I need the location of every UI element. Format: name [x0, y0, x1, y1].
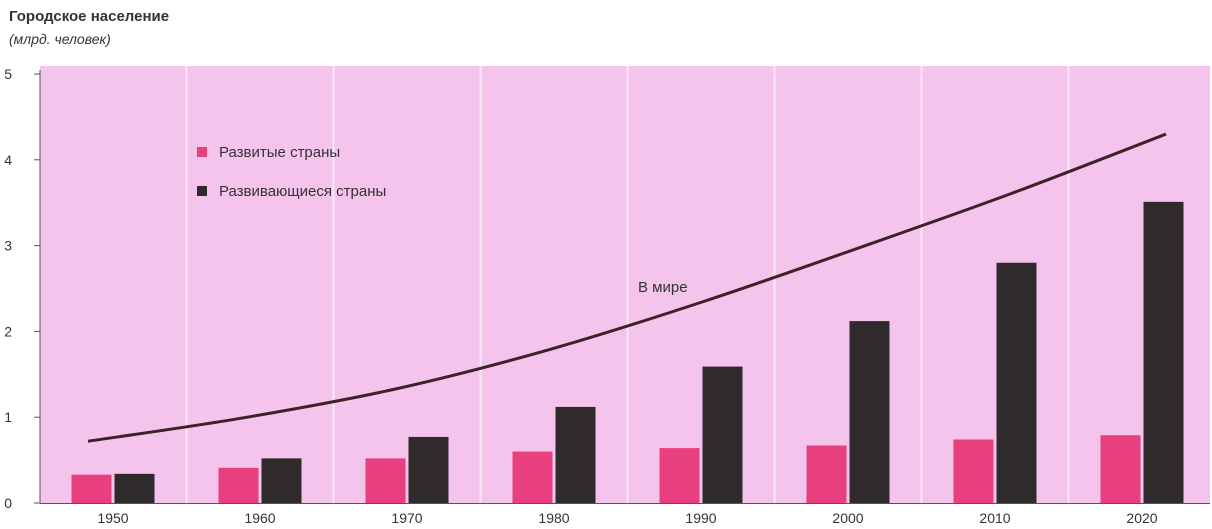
bar-developed-2010	[953, 439, 994, 503]
bar-developing-2010	[996, 262, 1037, 503]
bar-developed-1960	[218, 467, 259, 503]
x-tick-label: 1980	[538, 510, 569, 526]
y-tick-label: 3	[4, 238, 12, 254]
y-tick-label: 1	[4, 409, 12, 425]
legend-swatch-developed	[197, 147, 207, 157]
bar-developing-1970	[408, 436, 449, 503]
bar-developing-2020	[1143, 201, 1184, 504]
chart-title: Городское население	[9, 8, 170, 25]
bar-developed-1970	[365, 458, 406, 503]
bar-developed-1950	[71, 474, 112, 503]
bar-developed-1980	[512, 451, 553, 503]
y-tick-label: 4	[4, 152, 12, 168]
bar-developed-2020	[1100, 435, 1141, 503]
legend-label-developing: Развивающиеся страны	[219, 183, 386, 200]
y-tick-label: 2	[4, 323, 12, 339]
bar-developed-2000	[806, 445, 847, 503]
x-tick-label: 1960	[244, 510, 275, 526]
x-tick-label: 1950	[97, 510, 128, 526]
x-tick-label: 2010	[979, 510, 1010, 526]
chart-subtitle: (млрд. человек)	[9, 31, 111, 47]
x-tick-label: 1990	[685, 510, 716, 526]
x-tick-label: 2000	[832, 510, 863, 526]
world-line	[87, 132, 1167, 443]
y-axis: 0 1 2 3 4 5	[4, 66, 41, 511]
x-tick-label: 1970	[391, 510, 422, 526]
y-tick-label: 0	[4, 495, 12, 511]
world-line-label: В мире	[638, 279, 688, 296]
developed-bars	[71, 435, 1141, 503]
developing-bars	[114, 201, 1184, 504]
bar-developing-1950	[114, 473, 155, 503]
legend: Развитые страны Развивающиеся страны	[197, 144, 386, 200]
bar-developing-1960	[261, 458, 302, 503]
bar-developing-1990	[702, 366, 743, 503]
legend-swatch-developing	[197, 186, 207, 196]
bar-developing-2000	[849, 321, 890, 503]
bar-developing-1980	[555, 406, 596, 503]
x-tick-label: 2020	[1126, 510, 1157, 526]
bar-developed-1990	[659, 448, 700, 503]
x-axis: 1950 1960 1970 1980 1990 2000 2010 2020	[40, 503, 1210, 526]
legend-label-developed: Развитые страны	[219, 144, 340, 161]
y-tick-label: 5	[4, 66, 12, 82]
